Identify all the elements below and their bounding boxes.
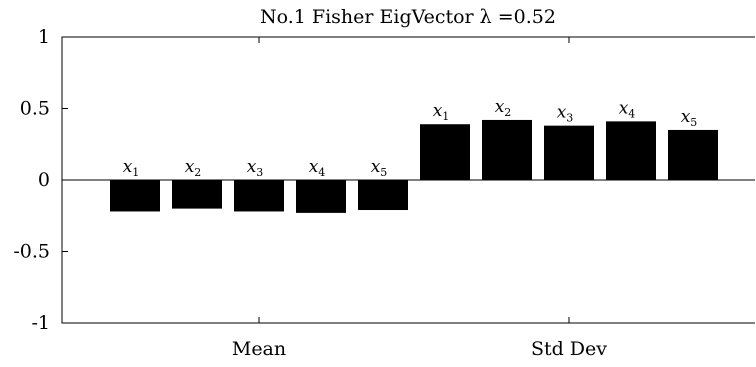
bar-label: x5 xyxy=(371,157,388,179)
y-tick-label: 0 xyxy=(38,169,50,191)
plot-axes: 1 0.5 0 -0.5 -1 Mean Std Dev xyxy=(13,26,755,360)
x-category-label: Std Dev xyxy=(531,338,607,360)
bar-label: x1 xyxy=(433,101,450,123)
bar xyxy=(544,125,594,180)
bar-label: x3 xyxy=(247,157,264,179)
bar xyxy=(358,180,408,211)
bar xyxy=(606,121,656,180)
bar xyxy=(234,180,284,212)
bar-label: x5 xyxy=(681,107,698,129)
bar-series: x1 x2 x3 x4 x5 x1 x2 x3 x4 x5 xyxy=(110,97,718,213)
y-tick-label: -0.5 xyxy=(13,241,50,263)
bar xyxy=(296,180,346,213)
bar xyxy=(668,129,718,180)
bar xyxy=(172,180,222,209)
chart-title: No.1 Fisher EigVector λ =0.52 xyxy=(260,6,556,28)
bar xyxy=(420,124,470,180)
bar-label: x2 xyxy=(495,97,512,119)
bar-label: x1 xyxy=(123,157,140,179)
x-category-label: Mean xyxy=(232,338,286,360)
bar xyxy=(482,119,532,180)
bar-label: x4 xyxy=(309,157,326,179)
bar-label: x4 xyxy=(619,98,636,120)
bar xyxy=(110,180,160,212)
y-tick-label: -1 xyxy=(31,312,50,334)
y-tick-label: 0.5 xyxy=(20,98,50,120)
bar-label: x2 xyxy=(185,157,202,179)
y-tick-label: 1 xyxy=(38,26,50,48)
bar-label: x3 xyxy=(557,103,574,125)
